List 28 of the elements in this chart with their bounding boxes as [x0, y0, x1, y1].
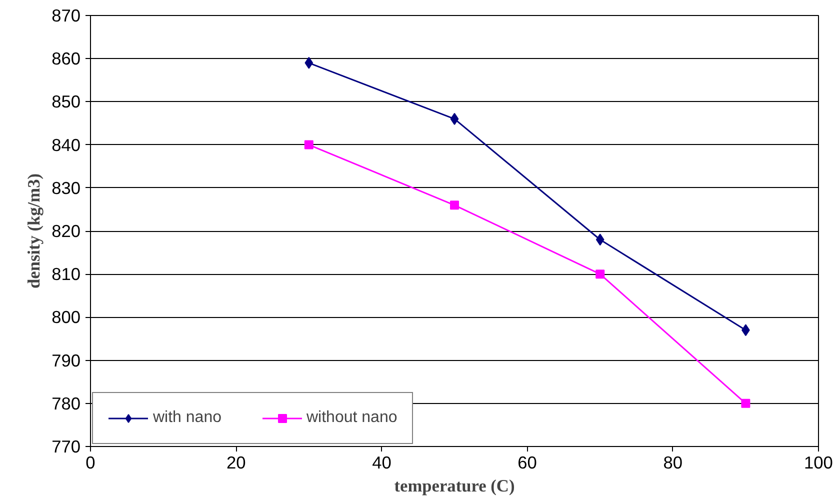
legend-label: without nano	[306, 409, 398, 427]
y-tick-label: 770	[52, 436, 81, 456]
y-tick-label: 820	[52, 221, 81, 241]
x-tick-label: 100	[804, 452, 833, 472]
y-tick-label: 870	[52, 6, 81, 26]
point	[741, 398, 750, 408]
x-tick-label: 60	[518, 452, 537, 472]
y-tick-label: 860	[52, 48, 81, 69]
point	[596, 234, 604, 246]
y-tick-label: 800	[52, 307, 81, 328]
y-axis-title: density (kg/m3)	[24, 173, 44, 289]
x-tick-label: 80	[663, 452, 683, 472]
x-axis-title: temperature (C)	[394, 476, 515, 496]
point	[450, 200, 459, 210]
point	[304, 140, 314, 150]
x-tick-label: 40	[372, 452, 392, 472]
point	[450, 112, 459, 125]
x-tick-label: 20	[226, 452, 246, 472]
x-tick-label: 0	[86, 452, 96, 472]
y-tick-label: 840	[52, 134, 81, 155]
y-tick-label: 810	[52, 264, 81, 284]
legend-label: with nano	[153, 409, 222, 427]
y-tick-label: 790	[52, 350, 81, 370]
y-tick-label: 830	[52, 178, 81, 198]
y-tick-label: 780	[52, 393, 81, 414]
point	[304, 56, 314, 69]
y-tick-label: 850	[52, 92, 81, 112]
point	[596, 270, 605, 279]
